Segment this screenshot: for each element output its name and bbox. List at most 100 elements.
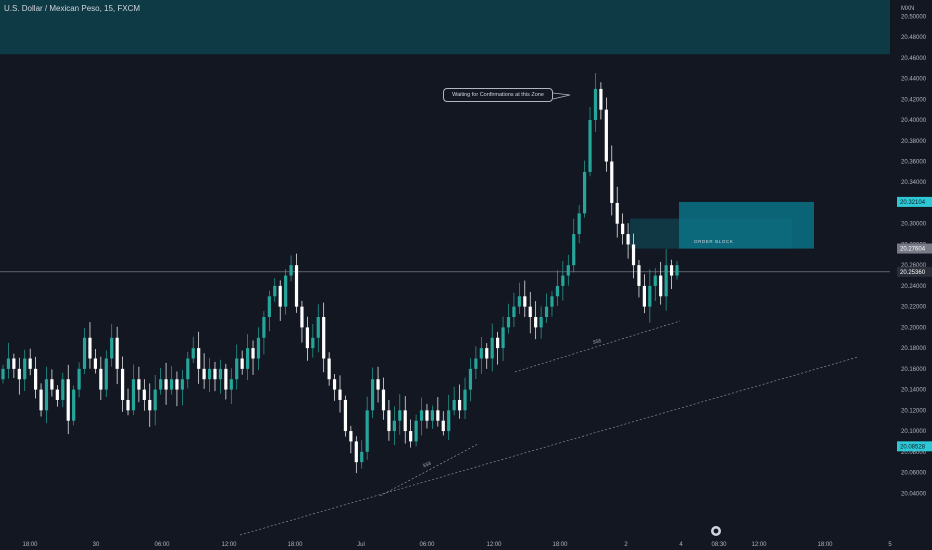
candle-body [311, 337, 315, 349]
candle-body [332, 379, 337, 390]
price-tag-label: 20.32104 [900, 200, 926, 206]
candle-body [338, 389, 342, 400]
candle-body [659, 275, 663, 297]
chart-logo-icon [711, 526, 721, 536]
price-tick-label: 20.44000 [901, 77, 927, 83]
candle-body [82, 337, 87, 369]
price-tick-label: 20.40000 [901, 118, 927, 124]
time-tick-label: 30 [93, 542, 100, 548]
candle-body [273, 285, 277, 297]
drawings-layer [0, 92, 890, 536]
candle-body [419, 410, 424, 421]
candle-body [642, 285, 646, 307]
candle-body [512, 306, 516, 318]
candle-body [23, 358, 27, 380]
stop-zone [679, 201, 814, 249]
candle-body [44, 379, 49, 411]
candle-body [436, 410, 440, 421]
price-tag-label: 20.27604 [900, 247, 926, 253]
candle-body [588, 120, 592, 172]
time-tick-label: 5 [888, 542, 892, 548]
candle-body [34, 368, 38, 390]
candle-body [561, 275, 565, 286]
candle-body [55, 389, 59, 400]
candle-body [539, 317, 543, 328]
candle-body [104, 358, 108, 390]
candle-body [550, 296, 554, 307]
candle-body [110, 337, 114, 359]
candle-body [6, 358, 11, 369]
candle-body [610, 161, 614, 203]
candle-body [207, 368, 212, 380]
candle-body [142, 389, 146, 400]
supply-zone [0, 0, 890, 55]
candle-body [1, 368, 5, 380]
candle-body [131, 379, 136, 411]
candle-body [251, 348, 255, 359]
price-tag [897, 266, 932, 277]
time-tick-label: 4 [679, 542, 683, 548]
candle-body [169, 379, 174, 390]
price-tag [897, 441, 932, 452]
price-tick-label: 20.10000 [901, 429, 927, 435]
price-tick-label: 20.22000 [901, 305, 927, 311]
candle-body [115, 337, 119, 369]
candle-body [235, 358, 239, 380]
time-axis[interactable]: 18:00 30 06:00 12:00 18:00 Jul 06:00 12:00 18:00… [22, 542, 892, 548]
candle-body [66, 379, 70, 421]
trendline [239, 356, 859, 536]
candle-body [354, 441, 358, 463]
candle-body [72, 389, 76, 421]
candle-body [474, 358, 478, 369]
candle-body [479, 348, 483, 359]
candle-body [675, 265, 679, 276]
price-tick-label: 20.50000 [901, 14, 927, 20]
candle-body [615, 202, 619, 224]
candle-body [398, 410, 402, 421]
time-tick-label: 06:00 [419, 542, 435, 548]
price-tick-label: 20.30000 [901, 222, 927, 228]
candle-body [381, 389, 386, 411]
candle-body [496, 337, 500, 349]
time-tick-label: 2 [624, 542, 628, 548]
candle-body [289, 265, 293, 276]
price-tick-label: 20.04000 [901, 491, 927, 497]
price-tick-label: 20.20000 [901, 325, 927, 331]
candle-body [621, 223, 625, 235]
candle-body [463, 389, 467, 411]
time-tick-label: 18:00 [287, 542, 303, 548]
candle-body [544, 306, 549, 318]
candle-body [256, 337, 261, 359]
candle-body [365, 410, 369, 452]
candle-body [414, 420, 418, 442]
price-tick-label: 20.24000 [901, 284, 927, 290]
trendline [379, 443, 479, 497]
candle-body [186, 358, 190, 380]
candle-body [349, 431, 353, 442]
candle-body [322, 317, 326, 359]
candle-body [159, 379, 163, 390]
candle-body [305, 327, 309, 349]
candle-body [664, 265, 668, 297]
candle-body [262, 317, 266, 338]
candle-body [648, 285, 652, 307]
price-tick-label: 20.18000 [901, 346, 927, 352]
time-tick-label: 18:00 [817, 542, 833, 548]
candle-body [528, 306, 532, 318]
confirmation-callout: Waiting for Confirmations at this Zone [443, 88, 553, 102]
candle-body [626, 234, 630, 245]
candle-body [327, 358, 331, 380]
candle-body [534, 317, 538, 328]
candle-body [153, 389, 157, 411]
callout-pointer [552, 92, 571, 100]
order-block-label: ORDER BLOCK [694, 239, 734, 244]
candle-body [180, 379, 184, 390]
candle-body [490, 337, 494, 359]
candle-body [371, 379, 375, 411]
candle-body [653, 275, 657, 286]
price-tick-label: 20.36000 [901, 160, 927, 166]
candle-body [599, 88, 603, 110]
candle-body [267, 296, 271, 318]
time-tick-label: 06:00 [154, 542, 170, 548]
